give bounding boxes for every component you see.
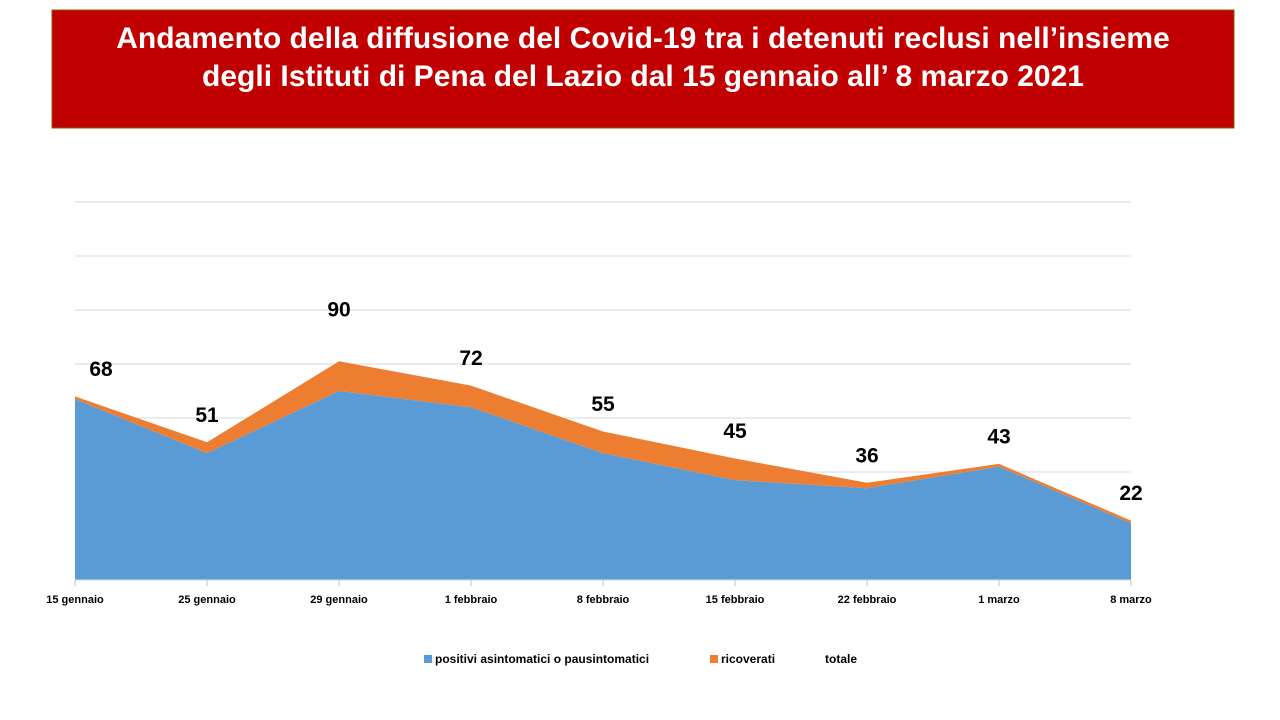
data-label: 51 bbox=[195, 404, 219, 427]
data-label: 55 bbox=[591, 393, 615, 416]
data-label: 36 bbox=[855, 444, 878, 467]
x-tick-label: 15 gennaio bbox=[46, 594, 104, 606]
data-label: 72 bbox=[459, 347, 482, 370]
data-label: 68 bbox=[89, 358, 113, 381]
legend-label: positivi asintomatici o pausintomatici bbox=[435, 652, 649, 666]
legend-swatch bbox=[424, 655, 432, 663]
chart-title: degli Istituti di Pena del Lazio dal 15 … bbox=[202, 60, 1084, 93]
x-tick-label: 15 febbraio bbox=[706, 594, 765, 606]
data-label: 45 bbox=[723, 420, 747, 443]
legend-label: totale bbox=[825, 652, 857, 666]
title-banner bbox=[51, 9, 1235, 129]
x-tick-label: 1 febbraio bbox=[445, 594, 498, 606]
area bbox=[75, 361, 1131, 524]
legend-swatch bbox=[710, 655, 718, 663]
legend-label: ricoverati bbox=[721, 652, 775, 666]
data-label: 90 bbox=[327, 299, 350, 322]
chart-title: Andamento della diffusione del Covid-19 … bbox=[116, 22, 1170, 55]
x-tick-label: 22 febbraio bbox=[838, 594, 897, 606]
x-tick-label: 8 marzo bbox=[1110, 594, 1152, 606]
data-label: 22 bbox=[1119, 482, 1142, 505]
x-tick-label: 29 gennaio bbox=[310, 594, 368, 606]
x-tick-label: 1 marzo bbox=[978, 594, 1020, 606]
data-label: 43 bbox=[987, 425, 1010, 448]
x-tick-label: 25 gennaio bbox=[178, 594, 236, 606]
x-tick-label: 8 febbraio bbox=[577, 594, 630, 606]
area bbox=[75, 391, 1131, 580]
